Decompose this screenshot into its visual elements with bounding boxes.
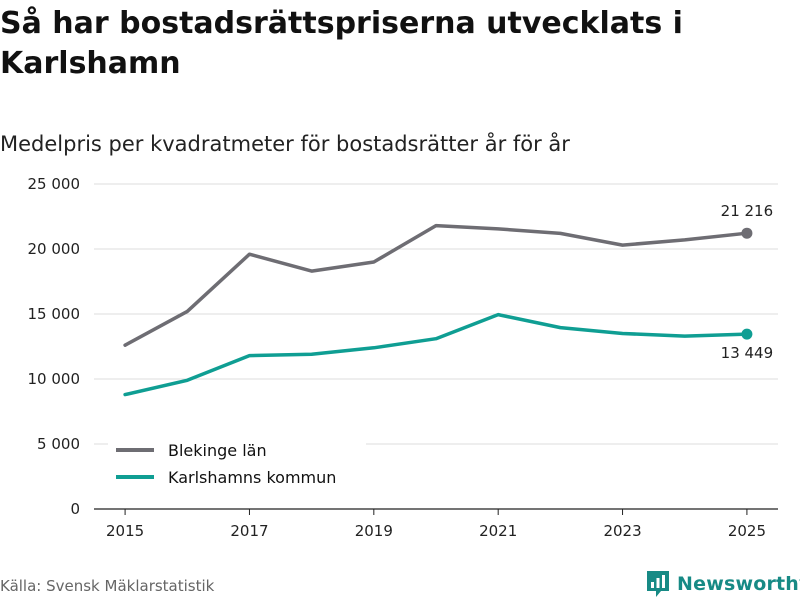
y-tick-label: 5 000 <box>37 435 80 453</box>
x-tick-label: 2025 <box>728 522 766 540</box>
newsworthy-logo-icon <box>647 571 669 597</box>
legend-label-blekinge: Blekinge län <box>168 441 267 460</box>
end-point-blekinge <box>741 227 753 239</box>
chart-subtitle: Medelpris per kvadratmeter för bostadsrä… <box>0 132 570 156</box>
series-lines: 21 216 13 449 <box>123 202 774 397</box>
x-tick-label: 2023 <box>603 522 641 540</box>
end-value-label-karlshamn: 13 449 <box>721 344 774 362</box>
y-tick-label: 15 000 <box>28 305 81 323</box>
y-axis-ticks: 0 5 000 10 000 15 000 20 000 25 000 <box>28 175 81 518</box>
legend: Blekinge län Karlshamns kommun <box>108 438 366 498</box>
y-tick-label: 0 <box>70 500 80 518</box>
end-point-karlshamn <box>741 328 753 340</box>
y-tick-label: 25 000 <box>28 175 81 193</box>
y-tick-label: 10 000 <box>28 370 81 388</box>
x-tick-label: 2015 <box>106 522 144 540</box>
x-tick-label: 2019 <box>355 522 393 540</box>
x-axis-ticks: 2015 2017 2019 2021 2023 2025 <box>106 509 766 540</box>
y-tick-label: 20 000 <box>28 240 81 258</box>
end-value-label-blekinge: 21 216 <box>721 202 774 220</box>
newsworthy-logo-text: Newsworthy <box>677 573 800 595</box>
source-note: Källa: Svensk Mäklarstatistik <box>0 577 215 595</box>
chart-title: Så har bostadsrättspriserna utvecklats i… <box>0 6 683 81</box>
x-tick-label: 2021 <box>479 522 517 540</box>
legend-label-karlshamn: Karlshamns kommun <box>168 468 336 487</box>
x-tick-label: 2017 <box>230 522 268 540</box>
newsworthy-logo[interactable]: Newsworthy <box>645 568 800 600</box>
series-line-blekinge <box>123 223 749 347</box>
series-line-karlshamn <box>123 312 749 397</box>
